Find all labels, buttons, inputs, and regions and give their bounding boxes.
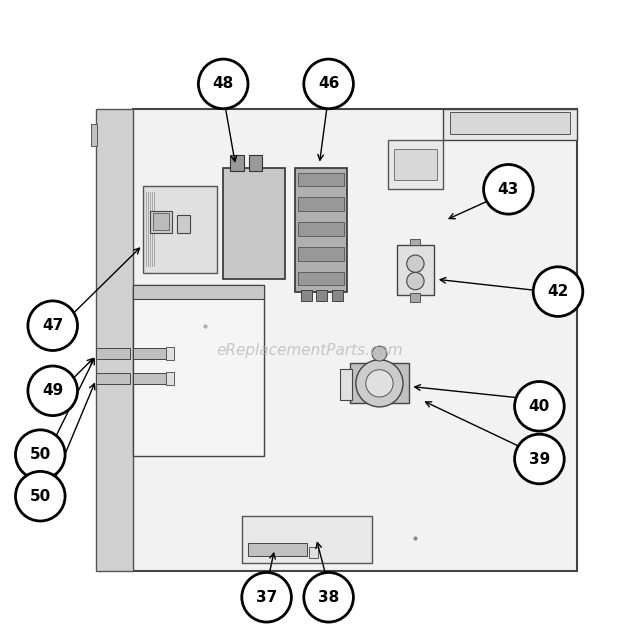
Circle shape (372, 346, 387, 361)
Circle shape (28, 301, 78, 351)
Text: eReplacementParts.com: eReplacementParts.com (216, 343, 404, 358)
Bar (91, 124, 97, 146)
Text: 50: 50 (30, 447, 51, 462)
Circle shape (515, 381, 564, 431)
Bar (242, 516, 372, 562)
Bar (223, 167, 285, 279)
Circle shape (16, 430, 65, 479)
Circle shape (484, 164, 533, 214)
Bar (394, 149, 437, 180)
Bar (166, 372, 174, 385)
Text: 47: 47 (42, 318, 63, 333)
Bar (154, 192, 155, 267)
Bar (133, 286, 264, 299)
Text: 38: 38 (318, 590, 339, 604)
Circle shape (356, 360, 403, 407)
Circle shape (304, 573, 353, 622)
Bar (96, 373, 130, 384)
Bar (143, 186, 217, 273)
Circle shape (533, 267, 583, 316)
Bar (410, 239, 420, 245)
Text: 49: 49 (42, 383, 63, 398)
Bar (298, 222, 344, 236)
Circle shape (16, 472, 65, 521)
Bar (133, 373, 171, 384)
Bar (309, 547, 318, 558)
Text: 42: 42 (547, 284, 569, 299)
Text: 43: 43 (498, 182, 519, 197)
Bar (388, 140, 443, 189)
Circle shape (407, 255, 424, 272)
Circle shape (366, 370, 393, 397)
Text: 46: 46 (318, 77, 339, 91)
Bar (150, 192, 151, 267)
Circle shape (304, 59, 353, 109)
Circle shape (242, 573, 291, 622)
Bar (294, 167, 347, 291)
Circle shape (28, 366, 78, 415)
Bar (153, 213, 169, 230)
Bar (397, 245, 434, 295)
Bar (298, 173, 344, 186)
Bar (340, 369, 352, 400)
Circle shape (515, 434, 564, 484)
Circle shape (198, 59, 248, 109)
Bar (248, 543, 307, 557)
Bar (133, 286, 264, 456)
Bar (450, 112, 570, 134)
Bar (148, 192, 149, 267)
Text: 48: 48 (213, 77, 234, 91)
Bar (350, 363, 409, 403)
Bar (410, 293, 420, 302)
Bar (443, 109, 577, 140)
Bar (316, 289, 327, 301)
Bar (96, 109, 133, 571)
Bar (298, 247, 344, 261)
Bar (298, 197, 344, 211)
Text: 50: 50 (30, 489, 51, 504)
Bar (332, 289, 343, 301)
Text: 40: 40 (529, 399, 550, 414)
Bar (146, 192, 147, 267)
Bar (298, 272, 344, 286)
Bar (150, 211, 172, 233)
Bar (230, 155, 244, 171)
Bar (301, 289, 312, 301)
Circle shape (407, 272, 424, 289)
Bar (133, 348, 171, 359)
Text: 37: 37 (256, 590, 277, 604)
Bar (133, 109, 577, 571)
Text: 39: 39 (529, 452, 550, 466)
Bar (177, 215, 190, 233)
Bar (249, 155, 262, 171)
Bar (96, 348, 130, 359)
Bar (152, 192, 153, 267)
Bar (166, 347, 174, 360)
